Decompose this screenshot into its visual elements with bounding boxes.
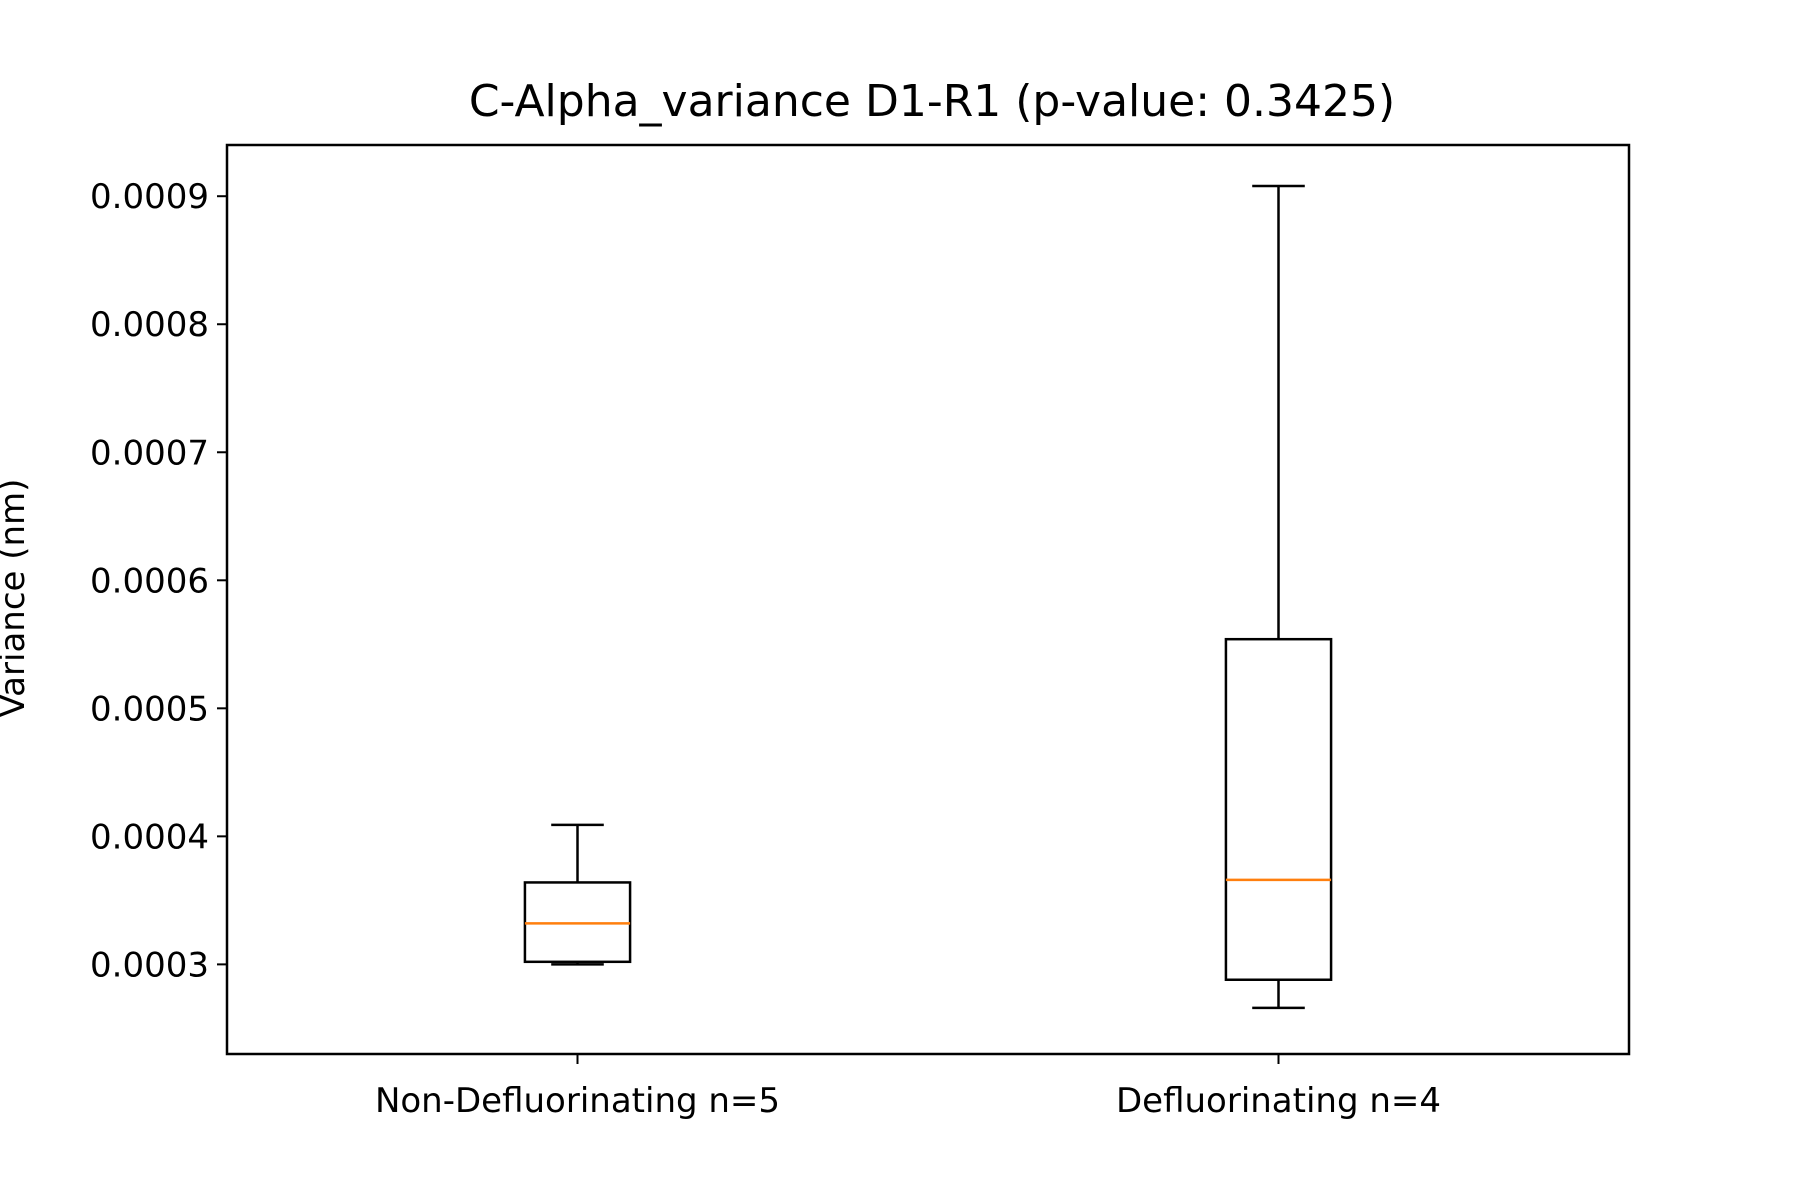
x-axis: Non-Defluorinating n=5 Defluorinating n=4: [375, 1054, 1441, 1121]
y-tick-label: 0.0004: [90, 817, 209, 857]
boxes: [523, 184, 1333, 1010]
x-tick-label: Defluorinating n=4: [1116, 1081, 1441, 1121]
y-tick-label: 0.0003: [90, 945, 209, 985]
y-tick-label: 0.0006: [90, 561, 209, 601]
y-axis-label: Variance (nm): [0, 479, 33, 718]
y-axis: 0.0003 0.0004 0.0005 0.0006 0.0007 0.0008 0.00…: [90, 177, 227, 985]
y-tick-label: 0.0005: [90, 689, 209, 729]
y-tick-label: 0.0009: [90, 177, 209, 217]
y-tick-label: 0.0008: [90, 305, 209, 345]
plot-area-frame: [225, 143, 1631, 1056]
chart-title: C-Alpha_variance D1-R1 (p-value: 0.3425): [469, 76, 1395, 127]
y-tick-label: 0.0007: [90, 433, 209, 473]
x-tick-label: Non-Defluorinating n=5: [375, 1081, 780, 1121]
box-iqr: [523, 881, 632, 964]
box-iqr: [1224, 637, 1333, 981]
